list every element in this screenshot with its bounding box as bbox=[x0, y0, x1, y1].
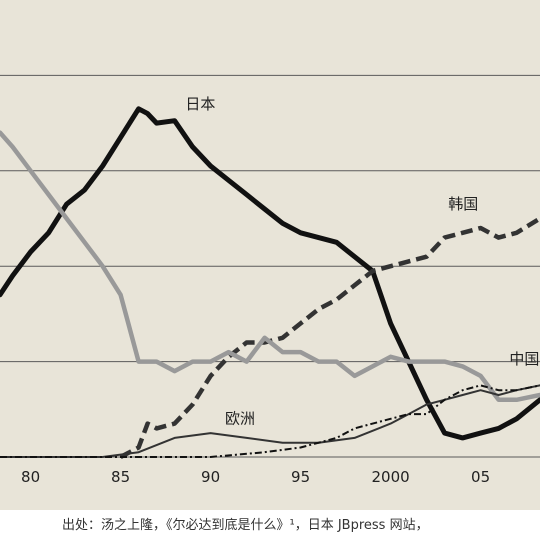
series-label: 中国 bbox=[509, 350, 539, 368]
x-tick-label: 2000 bbox=[372, 468, 410, 486]
x-tick-label: 85 bbox=[111, 468, 130, 486]
series-line bbox=[0, 106, 540, 441]
x-tick-label: 90 bbox=[201, 468, 220, 486]
series-label: 韩国 bbox=[448, 195, 478, 213]
series-label: 欧洲 bbox=[225, 410, 255, 428]
x-tick-label: 05 bbox=[471, 468, 490, 486]
series-line bbox=[119, 216, 540, 459]
series-line bbox=[0, 384, 540, 458]
x-tick-label: 95 bbox=[291, 468, 310, 486]
series-line bbox=[0, 130, 540, 403]
source-caption: 出处：汤之上隆，《尔必达到底是什么》¹，日本 JBpress 网站， bbox=[0, 510, 540, 541]
series-line bbox=[0, 384, 540, 458]
chart-area: 80 85 90 95 2000 05 日本韩国中国欧洲 bbox=[0, 0, 540, 510]
source-text: 出处：汤之上隆，《尔必达到底是什么》¹，日本 JBpress 网站， bbox=[62, 518, 429, 533]
series-label: 日本 bbox=[185, 95, 215, 113]
x-tick-label: 80 bbox=[21, 468, 40, 486]
